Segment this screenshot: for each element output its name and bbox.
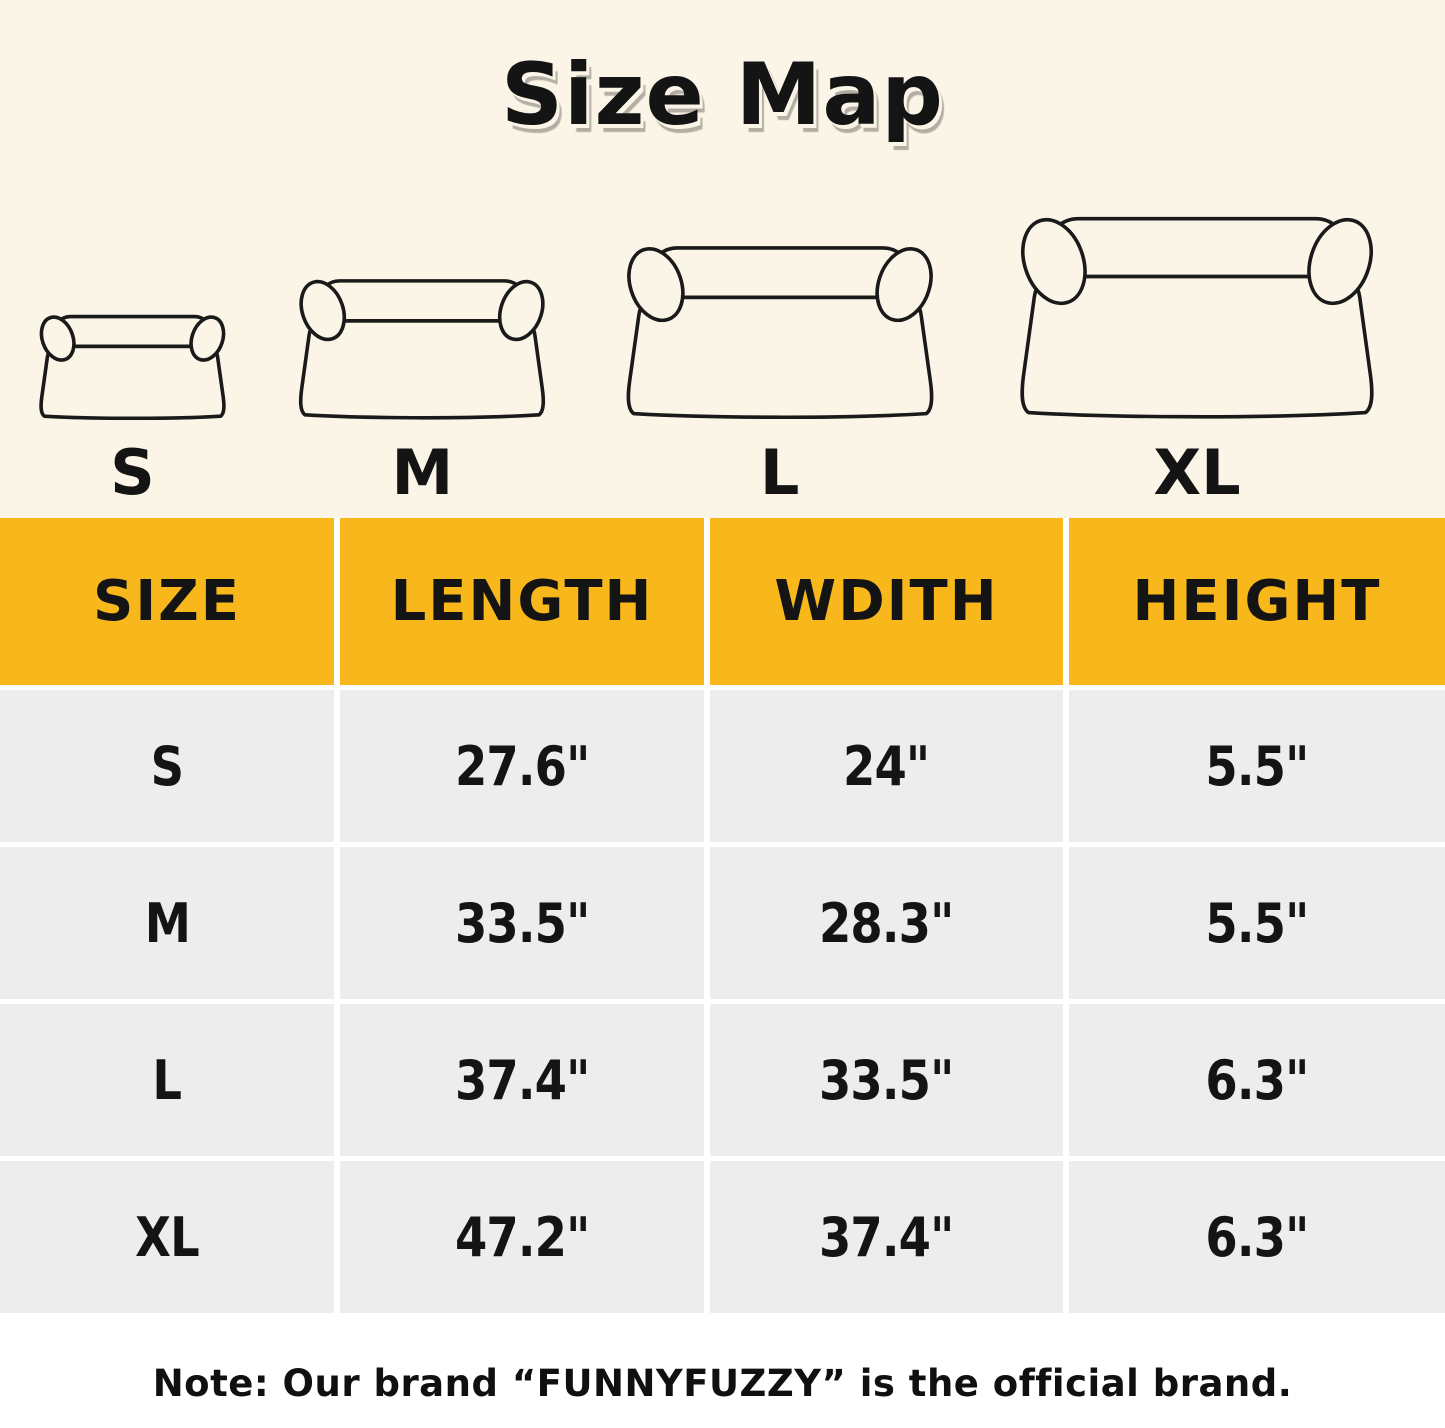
bed-illustrations: S M L XL [30,200,1393,518]
cell-value: 27.6" [454,734,590,798]
header-cell-size: SIZE [0,518,334,685]
note-section: Note: Our brand “FUNNYFUZZY” is the offi… [0,1313,1445,1428]
cell-m-size: M [0,847,334,999]
cell-value: XL [135,1205,200,1269]
cell-value: 5.5" [1205,734,1309,798]
sofa-bed-xl-icon [1001,200,1393,420]
cell-value: 28.3" [819,891,954,955]
cell-value: 37.4" [454,1048,590,1112]
cell-xl-length: 47.2" [340,1161,704,1313]
bed-figure-m: M [286,268,558,504]
cell-m-height: 5.5" [1069,847,1445,999]
cell-l-height: 6.3" [1069,1004,1445,1156]
brand-note: Note: Our brand “FUNNYFUZZY” is the offi… [152,1362,1293,1405]
cell-s-length: 27.6" [340,690,704,842]
cell-m-wdith: 28.3" [710,847,1063,999]
cell-m-length: 33.5" [340,847,704,999]
sofa-bed-m-icon [286,268,558,420]
cell-l-size: L [0,1004,334,1156]
header-cell-height: HEIGHT [1069,518,1445,685]
bed-figure-xl: XL [1001,200,1393,504]
bed-size-label-m: M [391,436,454,509]
sofa-bed-l-icon [610,232,950,420]
bed-figure-l: L [610,232,950,504]
cell-value: 6.3" [1205,1205,1309,1269]
hero-section: Size Map S M L XL [0,0,1445,518]
bed-size-label-l: L [759,436,800,509]
cell-s-wdith: 24" [710,690,1063,842]
header-cell-wdith: WDITH [710,518,1063,685]
header-cell-length: LENGTH [340,518,704,685]
cell-value: 33.5" [454,891,590,955]
sofa-bed-s-icon [34,311,231,420]
cell-xl-wdith: 37.4" [710,1161,1063,1313]
cell-s-height: 5.5" [1069,690,1445,842]
bed-figure-s: S [30,307,235,504]
page-title: Size Map [501,45,944,145]
cell-value: 24" [843,734,930,798]
cell-value: 33.5" [819,1048,954,1112]
cell-value: 5.5" [1205,891,1309,955]
cell-value: L [152,1048,183,1112]
size-table: SIZE LENGTH WDITH HEIGHT S 27.6" 24" 5.5… [0,518,1445,1313]
cell-value: S [150,734,184,798]
cell-xl-size: XL [0,1161,334,1313]
cell-value: 47.2" [454,1205,590,1269]
cell-l-length: 37.4" [340,1004,704,1156]
bed-size-label-s: S [110,436,155,509]
cell-value: M [144,891,190,955]
cell-l-wdith: 33.5" [710,1004,1063,1156]
bed-size-label-xl: XL [1153,436,1241,509]
cell-xl-height: 6.3" [1069,1161,1445,1313]
cell-value: 6.3" [1205,1048,1309,1112]
cell-value: 37.4" [819,1205,954,1269]
cell-s-size: S [0,690,334,842]
